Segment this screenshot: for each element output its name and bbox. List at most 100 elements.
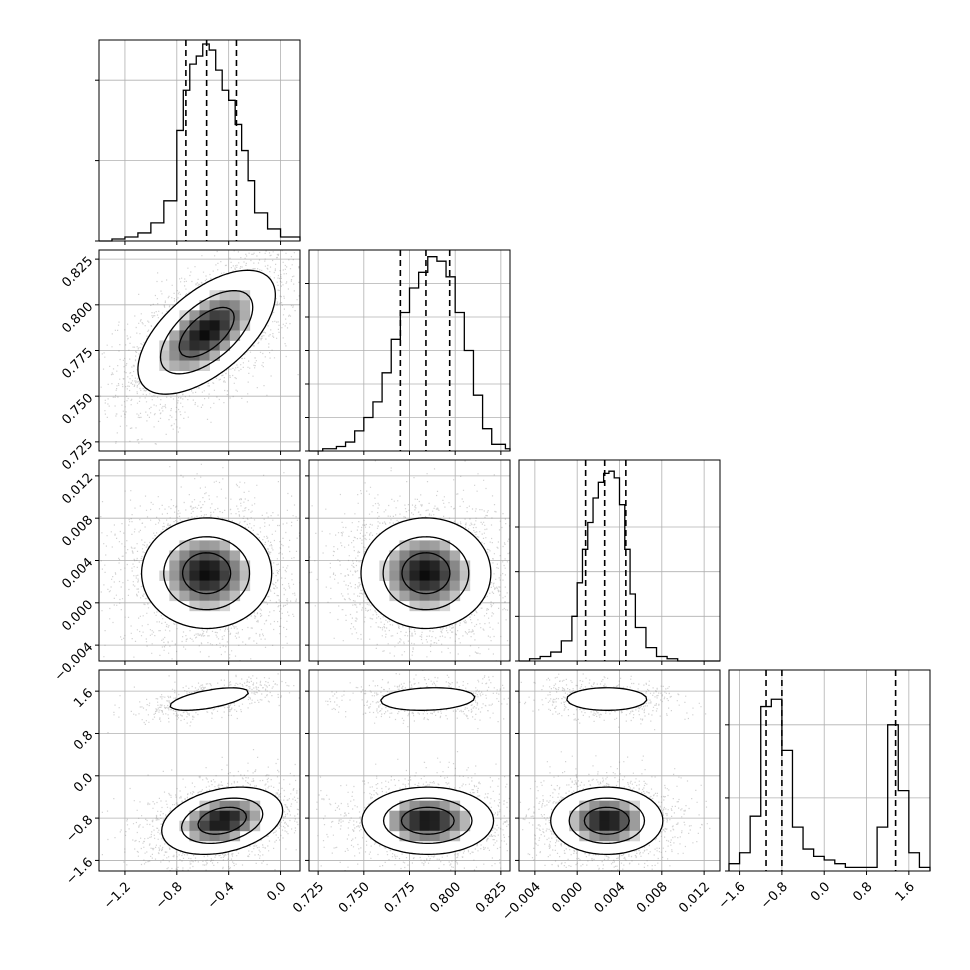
density-cell bbox=[179, 360, 190, 371]
density-cell bbox=[209, 820, 220, 832]
density-cell bbox=[439, 830, 451, 842]
density-cell bbox=[449, 810, 461, 822]
density-cell bbox=[219, 340, 231, 351]
density-cell bbox=[429, 580, 441, 592]
density-cell bbox=[399, 540, 410, 551]
density-cell bbox=[199, 590, 210, 602]
density-cell bbox=[239, 820, 251, 832]
density-cell bbox=[409, 560, 420, 571]
contour-level-3 bbox=[400, 806, 455, 835]
density-cell bbox=[189, 600, 200, 612]
density-cell bbox=[209, 590, 220, 602]
contour-level-3 bbox=[401, 552, 451, 595]
density-cell bbox=[189, 540, 200, 551]
density-cell bbox=[219, 540, 231, 551]
contour-level-1 bbox=[161, 687, 284, 856]
density-cell bbox=[399, 820, 410, 832]
density-cell bbox=[399, 830, 410, 842]
density-cell bbox=[219, 330, 231, 341]
density-cell bbox=[619, 820, 630, 832]
density-cell bbox=[189, 560, 200, 571]
histogram-step bbox=[309, 256, 511, 452]
density-cell bbox=[239, 290, 251, 301]
density-cell bbox=[199, 600, 210, 612]
contour-level-2 bbox=[159, 290, 254, 375]
density-cell bbox=[629, 810, 640, 822]
density-panel-r3-c2 bbox=[305, 459, 511, 665]
scatter-points bbox=[309, 670, 510, 871]
density-cell bbox=[589, 800, 600, 812]
density-content bbox=[519, 673, 711, 871]
contour-level-3 bbox=[197, 806, 248, 835]
density-cell bbox=[159, 340, 170, 351]
density-cell bbox=[449, 550, 461, 561]
density-cell bbox=[199, 580, 210, 592]
density-cell bbox=[439, 820, 451, 832]
density-cell bbox=[439, 590, 451, 602]
density-cell bbox=[399, 570, 410, 581]
density-cell bbox=[399, 800, 410, 812]
density-cell bbox=[429, 560, 441, 571]
density-cell bbox=[169, 350, 180, 361]
density-cell bbox=[179, 330, 190, 341]
density-cell bbox=[189, 570, 200, 581]
histogram-panel-3 bbox=[515, 459, 721, 665]
density-cell bbox=[199, 540, 210, 551]
density-cell bbox=[409, 800, 420, 812]
density-cell bbox=[199, 340, 210, 351]
density-cell bbox=[189, 820, 200, 832]
density-cell bbox=[409, 540, 420, 551]
density-cell bbox=[249, 820, 261, 832]
density-cell bbox=[209, 580, 220, 592]
panel-frame bbox=[308, 249, 511, 452]
density-cell bbox=[389, 570, 400, 581]
density-cell bbox=[189, 580, 200, 592]
panel-frame bbox=[98, 669, 301, 872]
density-cell bbox=[449, 580, 461, 592]
contour-level-2 bbox=[163, 536, 251, 611]
density-cell bbox=[579, 820, 590, 832]
histogram-step bbox=[99, 43, 301, 242]
density-cell bbox=[209, 560, 220, 571]
density-cell bbox=[179, 570, 190, 581]
density-cell bbox=[169, 580, 180, 592]
density-cell bbox=[399, 550, 410, 561]
density-cell bbox=[419, 810, 430, 822]
histogram-step bbox=[519, 470, 720, 662]
density-cell bbox=[449, 570, 461, 581]
density-cell bbox=[169, 590, 180, 602]
density-cell bbox=[229, 820, 241, 832]
density-cell bbox=[449, 830, 461, 842]
density-cell bbox=[239, 800, 251, 812]
density-cell bbox=[589, 830, 600, 842]
density-cell bbox=[219, 290, 231, 301]
density-cell bbox=[219, 570, 231, 581]
density-cell bbox=[199, 560, 210, 571]
density-cell bbox=[189, 830, 200, 842]
density-cell bbox=[229, 310, 241, 321]
density-cell bbox=[219, 300, 231, 311]
density-cell bbox=[239, 320, 251, 331]
density-cell bbox=[169, 560, 180, 571]
panel-frame bbox=[308, 669, 511, 872]
density-cell bbox=[169, 570, 180, 581]
density-cell bbox=[209, 600, 220, 612]
density-content bbox=[100, 463, 300, 661]
histogram-panel-1 bbox=[95, 39, 301, 245]
density-cell bbox=[189, 330, 200, 341]
density-cell bbox=[199, 550, 210, 561]
density-cell bbox=[219, 590, 231, 602]
density-cell bbox=[179, 590, 190, 602]
density-cell bbox=[219, 560, 231, 571]
density-cell bbox=[429, 810, 441, 822]
density-cell bbox=[219, 830, 231, 842]
density-cell bbox=[199, 320, 210, 331]
density-cell bbox=[439, 810, 451, 822]
density-cell bbox=[459, 580, 471, 592]
density-cell bbox=[429, 590, 441, 602]
density-cell bbox=[599, 810, 610, 822]
density-cell bbox=[609, 820, 620, 832]
density-cell bbox=[189, 350, 200, 361]
density-cell bbox=[229, 290, 241, 301]
